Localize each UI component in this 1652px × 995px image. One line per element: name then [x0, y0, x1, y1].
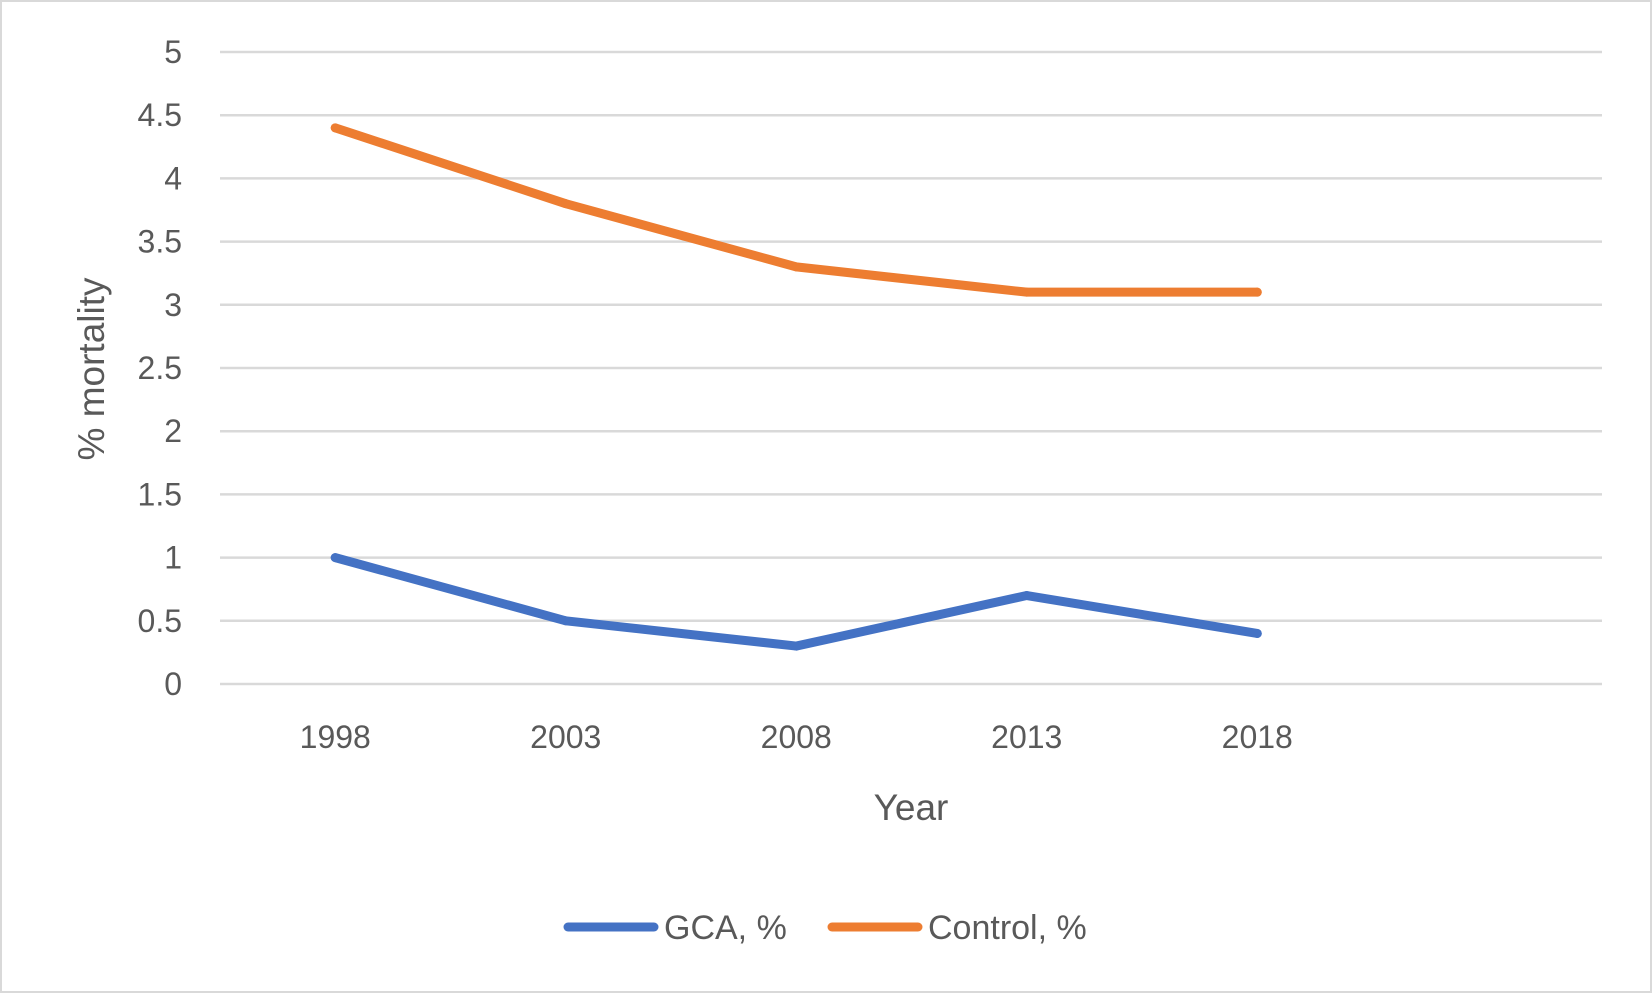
- x-axis-ticks: 1998 2003 2008 2013 2018: [300, 719, 1293, 755]
- data-point: [791, 641, 801, 651]
- data-point: [1022, 287, 1032, 297]
- y-tick-label: 1: [164, 540, 182, 576]
- y-tick-label: 4: [164, 160, 182, 196]
- data-point: [330, 553, 340, 563]
- legend-label: GCA, %: [664, 909, 787, 947]
- y-tick-label: 5: [164, 34, 182, 70]
- y-tick-label: 0.5: [138, 603, 182, 639]
- y-tick-label: 3.5: [138, 224, 182, 260]
- y-axis-title: % mortality: [71, 277, 112, 460]
- y-axis-ticks: 0 0.5 1 1.5 2 2.5 3 3.5 4 4.5 5: [138, 34, 182, 702]
- legend: GCA, % Control, %: [563, 909, 1087, 947]
- series-line-1: [330, 553, 1262, 651]
- x-tick-label: 2013: [991, 719, 1062, 755]
- data-point: [791, 262, 801, 272]
- y-tick-label: 1.5: [138, 476, 182, 512]
- gridlines: [220, 50, 1602, 686]
- data-point: [561, 199, 571, 209]
- x-tick-label: 2008: [761, 719, 832, 755]
- y-tick-label: 2: [164, 413, 182, 449]
- data-point: [1022, 591, 1032, 601]
- data-point: [1252, 628, 1262, 638]
- y-tick-label: 0: [164, 666, 182, 702]
- y-tick-label: 4.5: [138, 97, 182, 133]
- x-tick-label: 2003: [530, 719, 601, 755]
- x-tick-label: 2018: [1222, 719, 1293, 755]
- data-point: [561, 616, 571, 626]
- data-point: [330, 123, 340, 133]
- data-point: [1252, 287, 1262, 297]
- x-tick-label: 1998: [300, 719, 371, 755]
- legend-label: Control, %: [928, 909, 1087, 947]
- y-tick-label: 3: [164, 287, 182, 323]
- y-tick-label: 2.5: [138, 350, 182, 386]
- x-axis-title: Year: [874, 787, 949, 828]
- series-lines: [330, 123, 1262, 651]
